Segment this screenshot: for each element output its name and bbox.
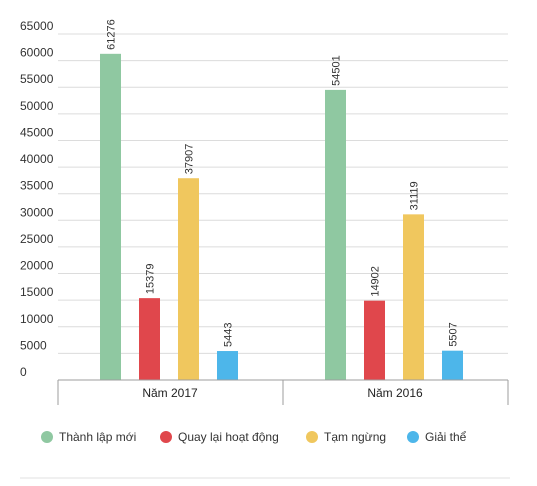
data-label: 14902 xyxy=(370,266,382,297)
x-axis: Năm 2017 Năm 2016 xyxy=(57,379,509,405)
data-labels: 61276 15379 37907 5443 54501 14902 31119 5507 xyxy=(106,19,460,347)
legend-swatch xyxy=(41,431,53,443)
data-label: 54501 xyxy=(331,55,343,86)
x-category-label: Năm 2017 xyxy=(142,386,198,400)
bar xyxy=(403,214,424,380)
legend-swatch xyxy=(160,431,172,443)
y-tick-label: 35000 xyxy=(20,179,54,193)
bar xyxy=(139,298,160,380)
data-label: 37907 xyxy=(184,144,196,175)
bar xyxy=(442,350,463,380)
y-tick-label: 50000 xyxy=(20,99,54,113)
data-label: 15379 xyxy=(145,264,157,295)
y-tick-label: 55000 xyxy=(20,72,54,86)
y-tick-label: 60000 xyxy=(20,46,54,60)
legend-label: Tạm ngừng xyxy=(324,430,386,444)
y-tick-label: 45000 xyxy=(20,125,54,139)
y-tick-label: 20000 xyxy=(20,259,54,273)
y-tick-label: 30000 xyxy=(20,205,54,219)
legend-label: Thành lập mới xyxy=(59,430,136,444)
x-category-label: Năm 2016 xyxy=(367,386,423,400)
bar xyxy=(217,351,238,380)
data-label: 5507 xyxy=(448,322,460,346)
bar xyxy=(100,53,121,380)
gridlines xyxy=(58,33,508,354)
legend-label: Quay lại hoạt động xyxy=(178,430,279,444)
data-label: 61276 xyxy=(106,19,118,50)
legend-swatch xyxy=(306,431,318,443)
y-axis-ticks: 0 5000 10000 15000 20000 25000 30000 35000 40000… xyxy=(20,19,54,379)
y-tick-label: 40000 xyxy=(20,152,54,166)
bar xyxy=(178,178,199,380)
y-tick-label: 65000 xyxy=(20,19,54,33)
y-tick-label: 5000 xyxy=(20,338,47,352)
bar xyxy=(325,89,346,380)
data-label: 31119 xyxy=(409,181,421,210)
y-tick-label: 0 xyxy=(20,365,27,379)
data-label: 5443 xyxy=(223,323,235,347)
y-tick-label: 15000 xyxy=(20,285,54,299)
y-tick-label: 25000 xyxy=(20,232,54,246)
legend: Thành lập mới Quay lại hoạt động Tạm ngừng… xyxy=(20,430,510,479)
legend-label: Giải thể xyxy=(425,430,467,444)
y-tick-label: 10000 xyxy=(20,312,54,326)
legend-swatch xyxy=(407,431,419,443)
bar xyxy=(364,300,385,380)
bars xyxy=(100,53,463,380)
